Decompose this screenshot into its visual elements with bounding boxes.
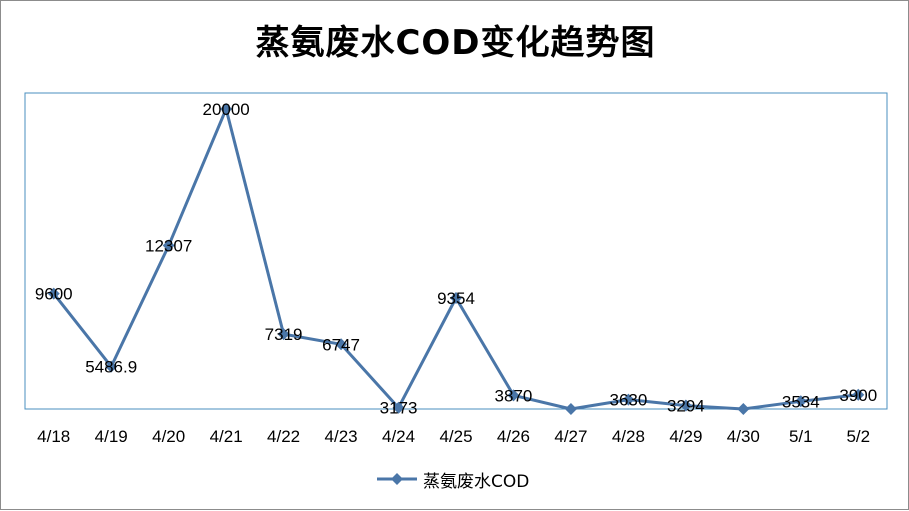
data-label: 3173 <box>380 399 418 418</box>
data-label: 7319 <box>265 325 303 344</box>
data-point-marker <box>507 389 520 402</box>
data-point-marker <box>277 328 290 341</box>
legend-swatch <box>377 473 417 485</box>
data-point-marker <box>737 403 750 415</box>
data-point-marker <box>105 360 118 373</box>
x-tick-label: 4/21 <box>210 427 243 446</box>
x-tick-label: 4/30 <box>727 427 760 446</box>
data-labels-layer: 9600 5486.9 12307 20000 7319 6747 3173 9354 3870… <box>35 100 877 418</box>
data-label: 9600 <box>35 285 73 304</box>
data-point-marker <box>392 401 405 414</box>
chart-title: 蒸氨废水COD变化趋势图 <box>255 23 656 63</box>
data-label: 3870 <box>495 386 533 405</box>
x-tick-label: 4/27 <box>554 427 587 446</box>
data-point-marker <box>47 287 60 300</box>
x-tick-labels-layer: 4/18 4/19 4/20 4/21 4/22 4/23 4/24 4/25 4/26 4/27… <box>37 427 870 446</box>
x-tick-label: 5/2 <box>846 427 870 446</box>
data-point-marker <box>335 338 348 351</box>
data-point-marker <box>564 403 577 415</box>
data-point-marker <box>162 239 175 252</box>
data-label: 9354 <box>437 289 475 308</box>
x-tick-label: 4/28 <box>612 427 645 446</box>
markers-layer <box>47 103 865 415</box>
data-point-marker <box>622 393 635 406</box>
x-tick-label: 4/22 <box>267 427 300 446</box>
data-label: 6747 <box>322 335 360 354</box>
legend: 蒸氨废水COD <box>375 467 530 492</box>
data-point-marker <box>450 291 462 304</box>
x-tick-label: 4/25 <box>439 427 472 446</box>
data-label: 20000 <box>202 100 249 119</box>
data-label: 3630 <box>609 391 647 410</box>
x-tick-label: 4/18 <box>37 427 70 446</box>
data-point-marker <box>679 399 692 412</box>
x-tick-label: 4/19 <box>95 427 128 446</box>
data-label: 12307 <box>145 237 192 256</box>
series-layer <box>52 107 859 411</box>
data-label: 3534 <box>782 392 820 411</box>
x-tick-label: 4/23 <box>325 427 358 446</box>
x-tick-label: 4/20 <box>152 427 185 446</box>
series-line <box>52 107 859 411</box>
x-tick-label: 4/26 <box>497 427 530 446</box>
legend-label: 蒸氨废水COD <box>423 471 530 492</box>
x-tick-label: 4/29 <box>669 427 702 446</box>
data-label: 3294 <box>667 397 705 416</box>
data-label: 3900 <box>839 386 877 405</box>
data-point-marker <box>794 395 807 408</box>
plot-area <box>24 92 888 410</box>
data-point-marker <box>852 388 865 401</box>
data-point-marker <box>220 103 233 115</box>
x-tick-label: 5/1 <box>789 427 813 446</box>
x-tick-label: 4/24 <box>382 427 415 446</box>
data-label: 5486.9 <box>85 358 137 377</box>
